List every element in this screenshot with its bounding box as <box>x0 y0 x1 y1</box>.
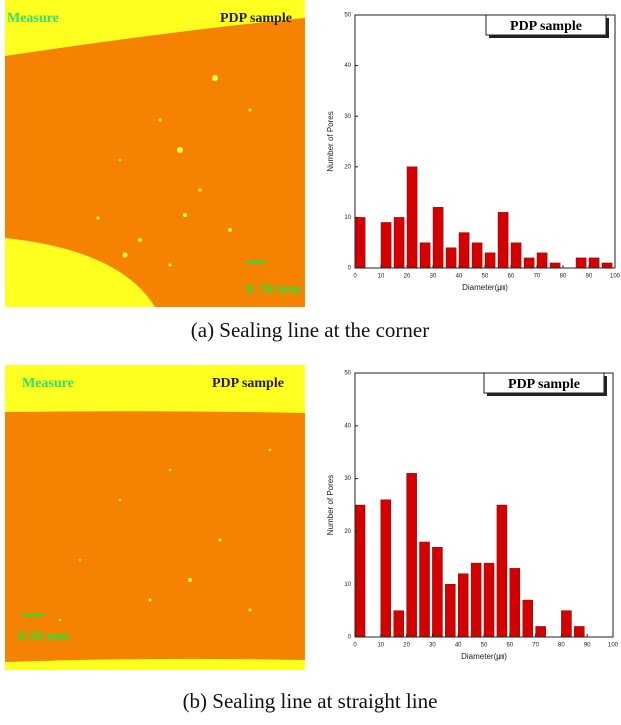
y-tick-label: 50 <box>344 13 351 19</box>
image-label: Measure <box>22 376 74 391</box>
bar <box>432 207 444 269</box>
x-tick-label: 80 <box>560 274 567 280</box>
image-label: PDP sample <box>220 11 292 26</box>
y-tick-label: 0 <box>348 266 352 272</box>
bar <box>458 573 469 638</box>
y-tick-label: 30 <box>344 476 351 482</box>
bar <box>354 217 366 269</box>
bar <box>535 626 546 638</box>
micrograph-a: Measure PDP sample 0. 50 mm <box>5 0 305 307</box>
bar <box>354 504 366 638</box>
bar <box>380 222 392 269</box>
x-tick-label: 60 <box>508 274 515 280</box>
bar <box>406 166 418 269</box>
scale-label: 0. 50 mm <box>246 282 301 297</box>
bar <box>510 242 522 269</box>
image-label: Measure <box>7 11 59 26</box>
x-tick-label: 50 <box>482 274 489 280</box>
y-axis-label: Number of Pores <box>326 111 335 171</box>
bar <box>432 547 443 638</box>
y-tick-label: 30 <box>344 114 351 120</box>
bar <box>575 257 587 269</box>
x-axis-label: Diameter(㎛) <box>461 652 507 662</box>
y-tick-label: 20 <box>344 164 351 170</box>
micrograph-b: Measure PDP sample 0.50 mm <box>5 365 305 670</box>
bar <box>445 584 456 638</box>
bar <box>588 257 600 269</box>
bar <box>549 262 561 269</box>
image-label: PDP sample <box>212 376 284 391</box>
x-tick-label: 80 <box>558 643 565 649</box>
x-tick-label: 0 <box>353 274 357 280</box>
x-tick-label: 60 <box>506 643 513 649</box>
x-tick-label: 0 <box>353 643 357 649</box>
bar <box>445 247 457 269</box>
bar <box>419 242 431 269</box>
bar <box>496 504 508 638</box>
x-tick-label: 30 <box>429 643 436 649</box>
y-axis-label: Number of Pores <box>326 475 335 535</box>
legend-box <box>483 372 605 394</box>
bar <box>483 562 495 638</box>
bar <box>523 257 535 269</box>
bar <box>561 610 572 638</box>
bar <box>393 217 405 269</box>
x-tick-label: 100 <box>610 274 621 280</box>
x-tick-label: 10 <box>378 274 385 280</box>
y-tick-label: 40 <box>344 63 351 69</box>
scale-label: 0.50 mm <box>18 629 70 644</box>
x-tick-label: 100 <box>608 643 619 649</box>
bar <box>601 262 613 269</box>
y-tick-label: 0 <box>348 635 352 641</box>
x-tick-label: 70 <box>532 643 539 649</box>
bar <box>536 252 548 269</box>
bar <box>458 232 470 269</box>
y-tick-label: 10 <box>344 215 351 221</box>
x-tick-label: 20 <box>404 274 411 280</box>
bar <box>406 473 417 638</box>
x-tick-label: 40 <box>455 643 462 649</box>
x-tick-label: 70 <box>534 274 541 280</box>
y-tick-label: 40 <box>344 423 351 429</box>
x-tick-label: 40 <box>456 274 463 280</box>
y-tick-label: 10 <box>344 582 351 588</box>
bar <box>380 499 392 638</box>
bar <box>484 252 496 269</box>
bar <box>470 562 482 638</box>
x-tick-label: 90 <box>584 643 591 649</box>
bar <box>522 599 533 638</box>
caption: (b) Sealing line at straight line <box>183 689 438 713</box>
x-tick-label: 30 <box>430 274 437 280</box>
x-axis-label: Diameter(㎛) <box>462 283 508 293</box>
x-tick-label: 90 <box>586 274 593 280</box>
y-tick-label: 20 <box>344 529 351 535</box>
bar <box>419 541 430 638</box>
bar <box>509 568 521 638</box>
bar <box>471 242 483 269</box>
bar <box>497 212 509 269</box>
x-tick-label: 10 <box>377 643 384 649</box>
bar <box>574 626 585 638</box>
legend-label: PDP sample <box>510 19 582 34</box>
x-tick-label: 50 <box>481 643 488 649</box>
bar <box>393 610 404 638</box>
y-tick-label: 50 <box>344 371 351 377</box>
legend-box <box>485 14 607 36</box>
caption: (a) Sealing line at the corner <box>191 318 429 342</box>
x-tick-label: 20 <box>403 643 410 649</box>
legend-label: PDP sample <box>508 377 580 392</box>
